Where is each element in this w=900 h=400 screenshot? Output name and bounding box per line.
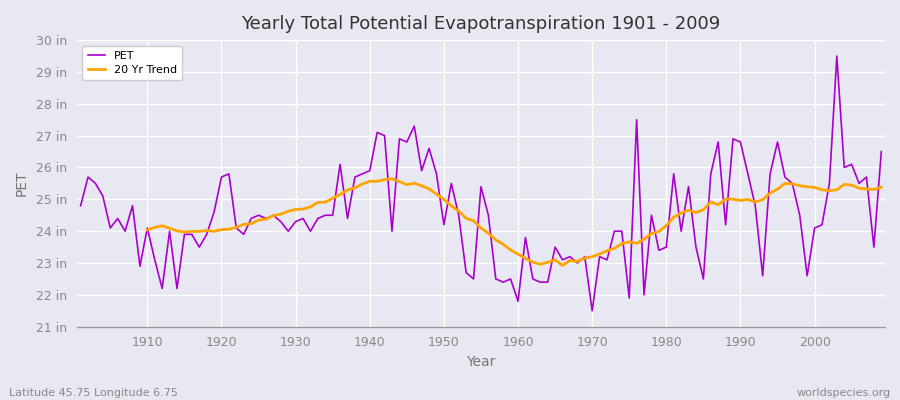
20 Yr Trend (283, 209, 293, 214)
20 Yr Trend (594, 252, 605, 256)
20 Yr Trend (854, 186, 865, 190)
Line: PET: PET (81, 56, 881, 311)
PET (587, 308, 598, 313)
20 Yr Trend (832, 187, 842, 192)
PET (832, 54, 842, 58)
Legend: PET, 20 Yr Trend: PET, 20 Yr Trend (83, 46, 183, 80)
Title: Yearly Total Potential Evapotranspiration 1901 - 2009: Yearly Total Potential Evapotranspiratio… (241, 15, 721, 33)
PET (76, 203, 86, 208)
PET (505, 276, 516, 281)
Y-axis label: PET: PET (15, 171, 29, 196)
Text: Latitude 45.75 Longitude 6.75: Latitude 45.75 Longitude 6.75 (9, 388, 178, 398)
20 Yr Trend (312, 200, 323, 205)
PET (513, 299, 524, 304)
PET (134, 264, 145, 269)
Text: worldspecies.org: worldspecies.org (796, 388, 891, 398)
Line: 20 Yr Trend: 20 Yr Trend (148, 179, 881, 266)
20 Yr Trend (387, 176, 398, 181)
20 Yr Trend (557, 263, 568, 268)
PET (609, 229, 620, 234)
PET (298, 216, 309, 221)
20 Yr Trend (142, 228, 153, 232)
PET (876, 149, 886, 154)
X-axis label: Year: Year (466, 355, 496, 369)
PET (342, 216, 353, 221)
20 Yr Trend (876, 185, 886, 190)
20 Yr Trend (527, 260, 538, 264)
